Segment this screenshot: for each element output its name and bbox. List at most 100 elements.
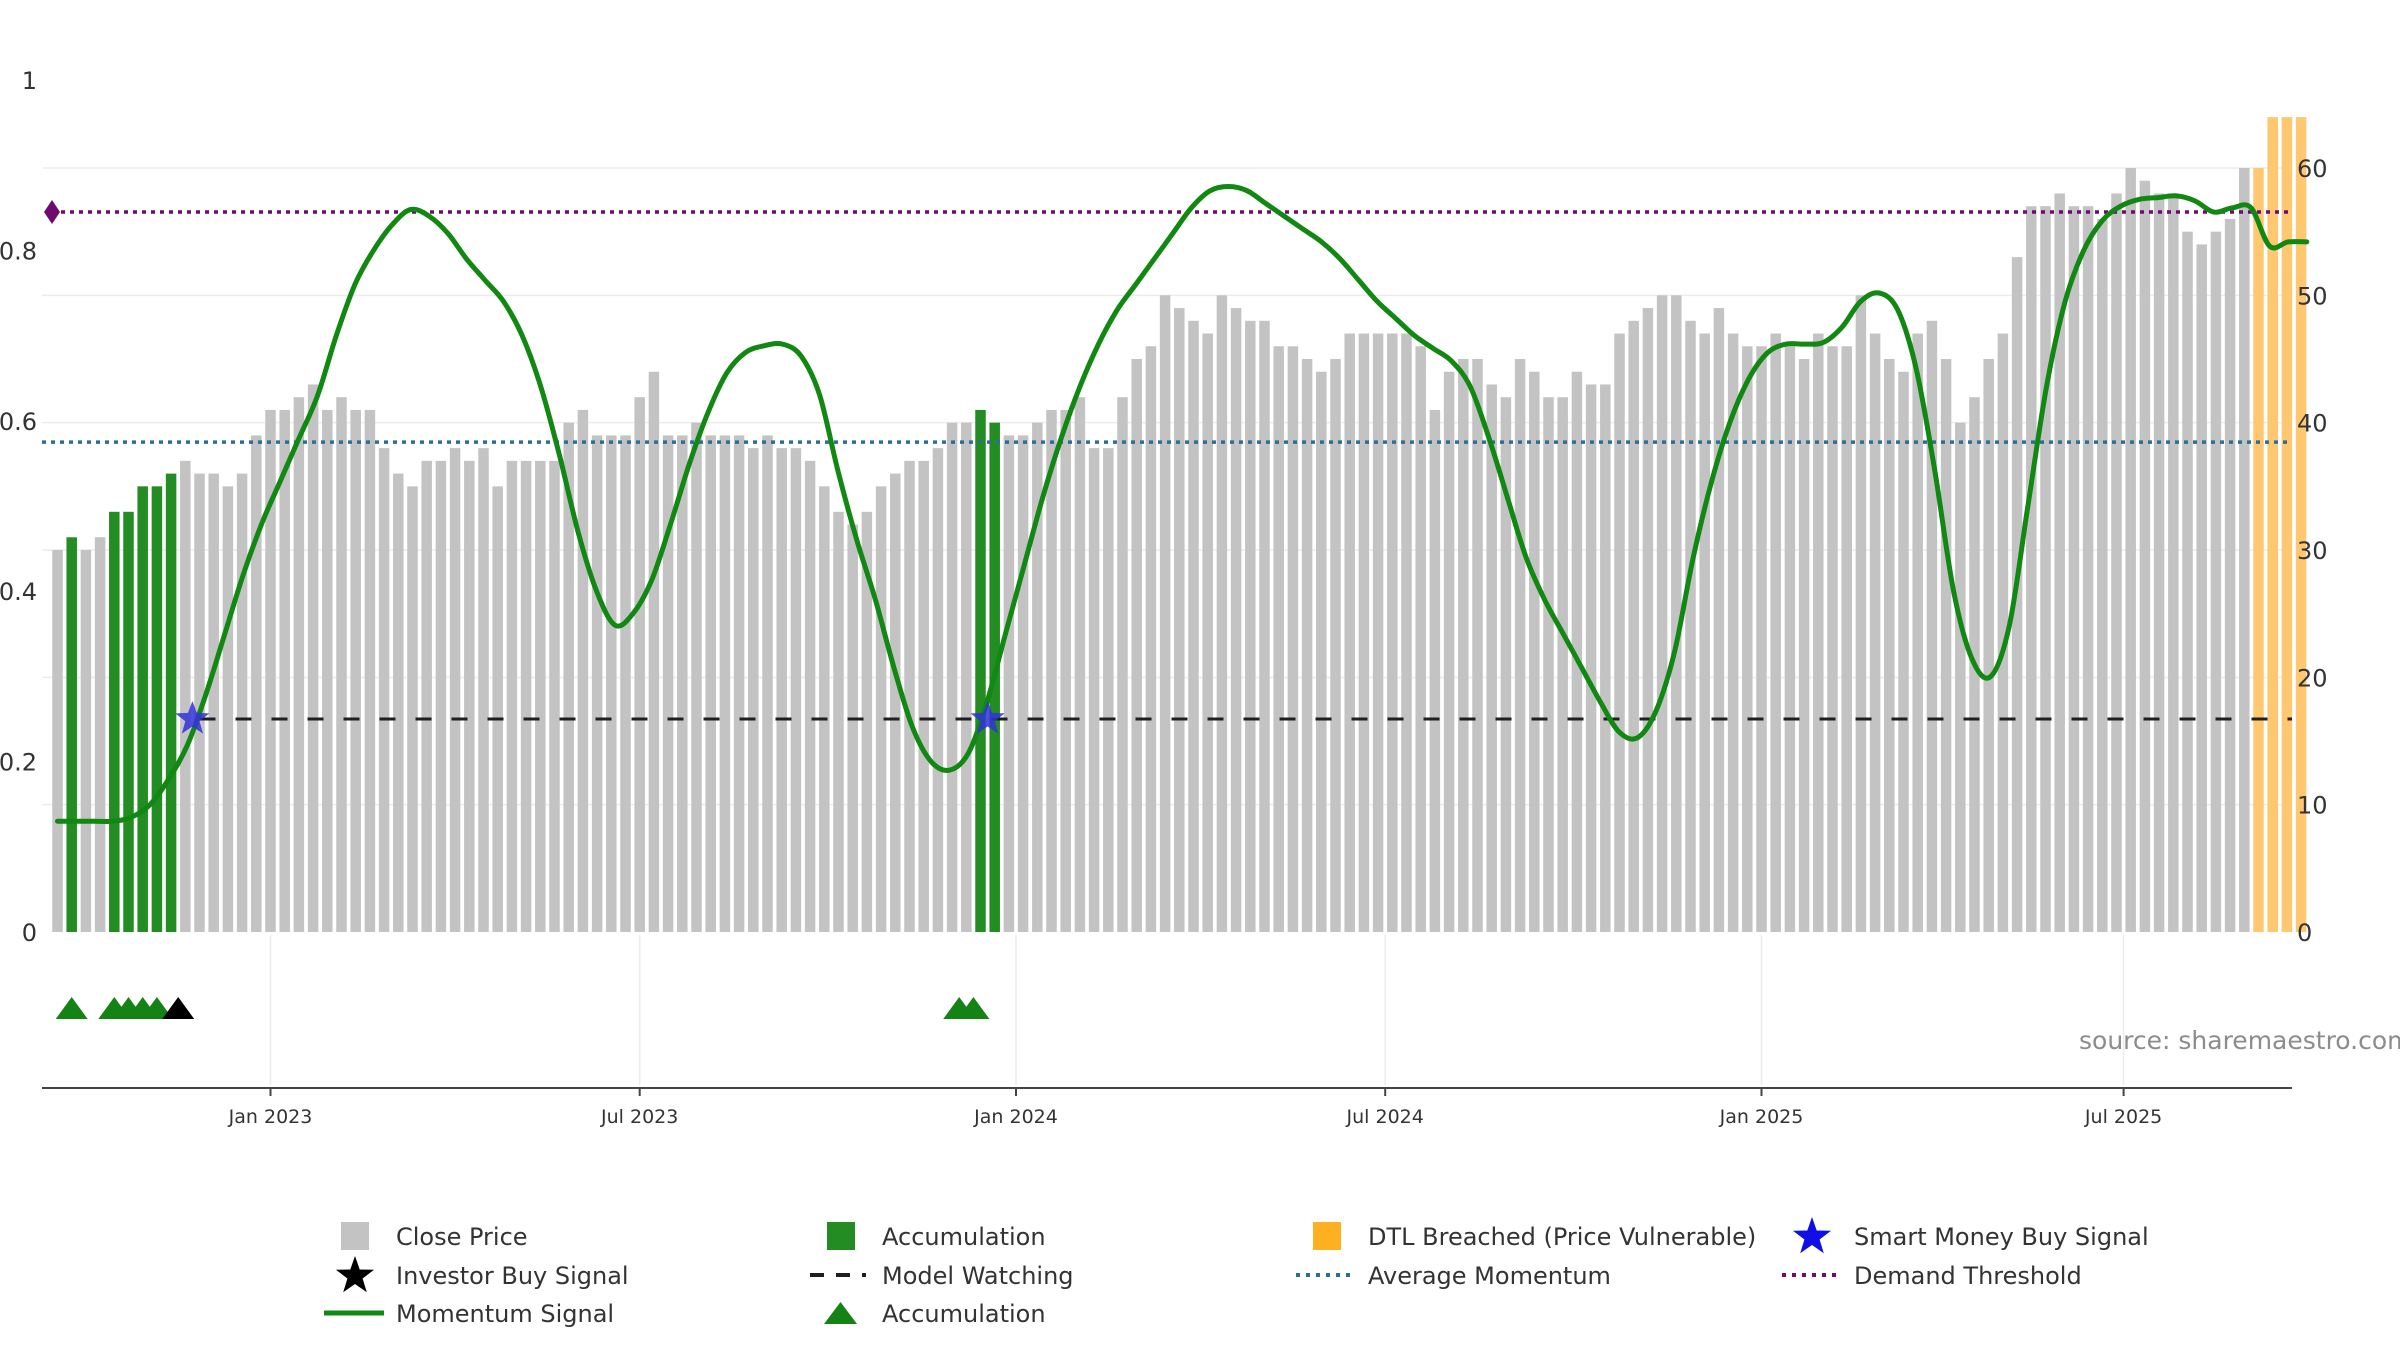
bar-40 [620, 435, 631, 932]
bar-108 [1585, 384, 1597, 932]
bar-27 [435, 460, 447, 932]
bar-94 [1387, 333, 1398, 932]
axis-layer: Jan 2023 Jul 2023 Jan 2024 Jul 2024 Jan 2025… [0, 67, 2328, 1128]
accumulation-marker-0 [55, 997, 88, 1019]
bar-36 [563, 422, 574, 932]
bar-85 [1259, 320, 1270, 932]
bar-131 [1912, 333, 1923, 932]
bar-114 [1671, 295, 1682, 932]
bar-81 [1202, 333, 1213, 932]
bar-64 [961, 422, 972, 932]
bar-3 [94, 537, 106, 932]
bar-89 [1316, 371, 1327, 932]
bar-60 [904, 460, 915, 932]
bar-67 [1003, 435, 1015, 932]
bar-78 [1159, 295, 1171, 932]
bar-76 [1131, 359, 1142, 932]
bar-52 [790, 448, 802, 932]
accumulation-marker-4 [140, 997, 173, 1019]
left-tick-label-1: 0.2 [0, 749, 37, 777]
bar-31 [492, 486, 503, 932]
x-tick-label-1: Jul 2023 [600, 1106, 678, 1128]
left-tick-label-2: 0.4 [0, 578, 37, 606]
bar-100 [1472, 359, 1483, 932]
bar-104 [1529, 371, 1540, 932]
bar-93 [1372, 333, 1384, 932]
bar-98 [1443, 371, 1455, 932]
bar-149 [2168, 193, 2179, 932]
bar-109 [1600, 384, 1611, 932]
momentum-signal-line [55, 184, 2310, 825]
bar-49 [748, 448, 759, 932]
bar-146 [2125, 168, 2136, 932]
bar-58 [875, 486, 887, 932]
bar-152 [2210, 231, 2222, 932]
bar-65 [975, 409, 986, 932]
bar-11 [208, 473, 219, 932]
bar-112 [1642, 308, 1654, 933]
bar-48 [733, 435, 745, 932]
bar-50 [762, 435, 773, 932]
bar-137 [1997, 333, 2009, 932]
bar-102 [1500, 397, 1512, 932]
right-tick-label-4: 40 [2297, 410, 2328, 438]
bar-101 [1486, 384, 1497, 932]
x-tick-label-4: Jan 2025 [1719, 1106, 1804, 1128]
legend-label-investor-buy: Investor Buy Signal [396, 1262, 629, 1290]
bar-12 [222, 486, 234, 932]
bar-44 [677, 435, 688, 932]
bar-158 [2295, 117, 2307, 933]
bar-9 [180, 460, 191, 932]
bar-132 [1926, 320, 1938, 932]
bar-20 [336, 397, 347, 932]
bar-30 [478, 448, 489, 932]
bar-59 [890, 473, 901, 932]
legend: Close Price Accumulation DTL Breached (P… [324, 1217, 2149, 1328]
bar-150 [2182, 231, 2193, 932]
bar-83 [1230, 308, 1242, 933]
bar-70 [1046, 409, 1057, 932]
bar-57 [861, 511, 873, 932]
legend-label-dtl-breached: DTL Breached (Price Vulnerable) [1368, 1223, 1756, 1251]
bar-87 [1287, 346, 1299, 932]
bar-95 [1401, 333, 1412, 932]
bar-92 [1358, 333, 1370, 932]
bar-21 [350, 409, 361, 932]
bar-63 [946, 422, 958, 932]
bar-120 [1756, 346, 1767, 932]
smart-money-buy-star-icon-1 [970, 701, 1005, 734]
bar-7 [151, 486, 163, 932]
bar-68 [1017, 435, 1029, 932]
bar-128 [1869, 333, 1881, 932]
bar-121 [1770, 333, 1781, 932]
bar-2 [80, 550, 92, 932]
legend-smart-money-star-icon [1793, 1217, 1831, 1254]
bar-140 [2040, 206, 2051, 932]
bar-19 [322, 409, 333, 932]
bar-156 [2267, 117, 2278, 933]
right-tick-label-3: 30 [2297, 537, 2328, 565]
bar-80 [1188, 320, 1199, 932]
bar-25 [407, 486, 418, 932]
bar-layer [52, 117, 2307, 933]
bar-14 [251, 435, 262, 932]
investor-buy-marker-0 [162, 997, 195, 1019]
x-tick-label-0: Jan 2023 [228, 1106, 313, 1128]
bar-86 [1273, 346, 1284, 932]
legend-label-momentum-signal: Momentum Signal [396, 1300, 614, 1328]
bar-28 [449, 448, 461, 932]
bar-111 [1628, 320, 1639, 932]
bar-154 [2239, 168, 2250, 932]
bar-51 [776, 448, 787, 932]
legend-label-accumulation-marker: Accumulation [882, 1300, 1046, 1328]
bar-133 [1940, 359, 1952, 932]
legend-label-close-price: Close Price [396, 1223, 528, 1251]
bar-42 [648, 371, 660, 932]
bar-115 [1685, 320, 1696, 932]
bar-127 [1855, 295, 1867, 932]
bar-144 [2097, 218, 2108, 932]
x-tick-label-3: Jul 2024 [1346, 1106, 1424, 1128]
bar-151 [2196, 244, 2207, 932]
legend-swatch-accumulation-bar [827, 1222, 855, 1250]
legend-label-demand-threshold: Demand Threshold [1854, 1262, 2082, 1290]
